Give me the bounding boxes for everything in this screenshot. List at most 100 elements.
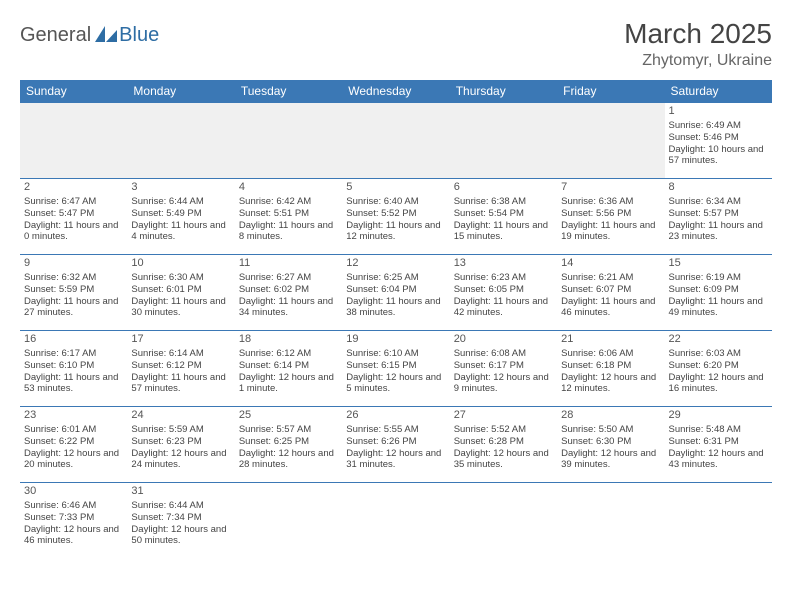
daylight-text: Daylight: 12 hours and 1 minute. (239, 372, 338, 396)
day-number: 12 (346, 257, 445, 271)
sunset-text: Sunset: 6:20 PM (669, 360, 768, 372)
calendar-row: 23Sunrise: 6:01 AMSunset: 6:22 PMDayligh… (20, 407, 772, 483)
sunset-text: Sunset: 6:07 PM (561, 284, 660, 296)
daylight-text: Daylight: 12 hours and 31 minutes. (346, 448, 445, 472)
daylight-text: Daylight: 12 hours and 20 minutes. (24, 448, 123, 472)
day-number: 4 (239, 181, 338, 195)
sunrise-text: Sunrise: 6:12 AM (239, 348, 338, 360)
daylight-text: Daylight: 11 hours and 57 minutes. (131, 372, 230, 396)
calendar-page: General Blue March 2025 Zhytomyr, Ukrain… (0, 0, 792, 612)
daylight-text: Daylight: 12 hours and 28 minutes. (239, 448, 338, 472)
weekday-header: Monday (127, 80, 234, 103)
sunrise-text: Sunrise: 6:21 AM (561, 272, 660, 284)
day-number: 31 (131, 485, 230, 499)
day-number: 25 (239, 409, 338, 423)
sunrise-text: Sunrise: 6:36 AM (561, 196, 660, 208)
empty-cell (127, 103, 234, 179)
calendar-row: 9Sunrise: 6:32 AMSunset: 5:59 PMDaylight… (20, 255, 772, 331)
day-cell: 4Sunrise: 6:42 AMSunset: 5:51 PMDaylight… (235, 179, 342, 255)
sunset-text: Sunset: 6:22 PM (24, 436, 123, 448)
sunrise-text: Sunrise: 5:52 AM (454, 424, 553, 436)
day-cell: 23Sunrise: 6:01 AMSunset: 6:22 PMDayligh… (20, 407, 127, 483)
sunset-text: Sunset: 5:54 PM (454, 208, 553, 220)
day-cell: 25Sunrise: 5:57 AMSunset: 6:25 PMDayligh… (235, 407, 342, 483)
calendar-row: 2Sunrise: 6:47 AMSunset: 5:47 PMDaylight… (20, 179, 772, 255)
sunset-text: Sunset: 6:23 PM (131, 436, 230, 448)
logo: General Blue (20, 24, 159, 47)
sunset-text: Sunset: 5:59 PM (24, 284, 123, 296)
sunset-text: Sunset: 6:10 PM (24, 360, 123, 372)
sunset-text: Sunset: 6:25 PM (239, 436, 338, 448)
day-cell: 2Sunrise: 6:47 AMSunset: 5:47 PMDaylight… (20, 179, 127, 255)
daylight-text: Daylight: 11 hours and 15 minutes. (454, 220, 553, 244)
day-cell: 1Sunrise: 6:49 AMSunset: 5:46 PMDaylight… (665, 103, 772, 179)
daylight-text: Daylight: 12 hours and 50 minutes. (131, 524, 230, 548)
day-cell: 6Sunrise: 6:38 AMSunset: 5:54 PMDaylight… (450, 179, 557, 255)
sunset-text: Sunset: 6:09 PM (669, 284, 768, 296)
sunset-text: Sunset: 6:05 PM (454, 284, 553, 296)
day-cell: 7Sunrise: 6:36 AMSunset: 5:56 PMDaylight… (557, 179, 664, 255)
sunrise-text: Sunrise: 6:06 AM (561, 348, 660, 360)
sunrise-text: Sunrise: 6:49 AM (669, 120, 768, 132)
sunset-text: Sunset: 5:51 PM (239, 208, 338, 220)
day-number: 27 (454, 409, 553, 423)
weekday-header: Sunday (20, 80, 127, 103)
day-number: 29 (669, 409, 768, 423)
daylight-text: Daylight: 11 hours and 46 minutes. (561, 296, 660, 320)
sunset-text: Sunset: 7:34 PM (131, 512, 230, 524)
sunset-text: Sunset: 6:30 PM (561, 436, 660, 448)
day-cell: 13Sunrise: 6:23 AMSunset: 6:05 PMDayligh… (450, 255, 557, 331)
sunset-text: Sunset: 6:02 PM (239, 284, 338, 296)
day-number: 23 (24, 409, 123, 423)
daylight-text: Daylight: 12 hours and 5 minutes. (346, 372, 445, 396)
day-number: 10 (131, 257, 230, 271)
daylight-text: Daylight: 11 hours and 30 minutes. (131, 296, 230, 320)
logo-sail-icon (95, 26, 117, 42)
day-cell: 30Sunrise: 6:46 AMSunset: 7:33 PMDayligh… (20, 483, 127, 559)
daylight-text: Daylight: 11 hours and 38 minutes. (346, 296, 445, 320)
sunrise-text: Sunrise: 6:38 AM (454, 196, 553, 208)
daylight-text: Daylight: 11 hours and 53 minutes. (24, 372, 123, 396)
sunrise-text: Sunrise: 6:10 AM (346, 348, 445, 360)
day-number: 3 (131, 181, 230, 195)
sunset-text: Sunset: 6:15 PM (346, 360, 445, 372)
day-number: 18 (239, 333, 338, 347)
sunrise-text: Sunrise: 5:48 AM (669, 424, 768, 436)
sunrise-text: Sunrise: 6:44 AM (131, 500, 230, 512)
sunset-text: Sunset: 5:47 PM (24, 208, 123, 220)
empty-cell (665, 483, 772, 559)
sunrise-text: Sunrise: 6:34 AM (669, 196, 768, 208)
daylight-text: Daylight: 10 hours and 57 minutes. (669, 144, 768, 168)
day-number: 19 (346, 333, 445, 347)
day-number: 22 (669, 333, 768, 347)
day-cell: 18Sunrise: 6:12 AMSunset: 6:14 PMDayligh… (235, 331, 342, 407)
day-cell: 19Sunrise: 6:10 AMSunset: 6:15 PMDayligh… (342, 331, 449, 407)
calendar-body: 1Sunrise: 6:49 AMSunset: 5:46 PMDaylight… (20, 103, 772, 559)
sunrise-text: Sunrise: 6:17 AM (24, 348, 123, 360)
day-cell: 16Sunrise: 6:17 AMSunset: 6:10 PMDayligh… (20, 331, 127, 407)
day-cell: 17Sunrise: 6:14 AMSunset: 6:12 PMDayligh… (127, 331, 234, 407)
weekday-header: Wednesday (342, 80, 449, 103)
day-number: 30 (24, 485, 123, 499)
empty-cell (557, 103, 664, 179)
page-header: General Blue March 2025 Zhytomyr, Ukrain… (20, 18, 772, 70)
day-number: 13 (454, 257, 553, 271)
day-number: 5 (346, 181, 445, 195)
day-cell: 24Sunrise: 5:59 AMSunset: 6:23 PMDayligh… (127, 407, 234, 483)
day-cell: 21Sunrise: 6:06 AMSunset: 6:18 PMDayligh… (557, 331, 664, 407)
sunset-text: Sunset: 6:01 PM (131, 284, 230, 296)
sunrise-text: Sunrise: 6:46 AM (24, 500, 123, 512)
sunrise-text: Sunrise: 5:55 AM (346, 424, 445, 436)
day-number: 7 (561, 181, 660, 195)
calendar-table: Sunday Monday Tuesday Wednesday Thursday… (20, 80, 772, 559)
sunrise-text: Sunrise: 6:08 AM (454, 348, 553, 360)
daylight-text: Daylight: 11 hours and 8 minutes. (239, 220, 338, 244)
sunset-text: Sunset: 5:52 PM (346, 208, 445, 220)
sunrise-text: Sunrise: 6:25 AM (346, 272, 445, 284)
daylight-text: Daylight: 11 hours and 34 minutes. (239, 296, 338, 320)
day-cell: 12Sunrise: 6:25 AMSunset: 6:04 PMDayligh… (342, 255, 449, 331)
day-cell: 15Sunrise: 6:19 AMSunset: 6:09 PMDayligh… (665, 255, 772, 331)
sunset-text: Sunset: 6:12 PM (131, 360, 230, 372)
daylight-text: Daylight: 12 hours and 9 minutes. (454, 372, 553, 396)
sunrise-text: Sunrise: 6:44 AM (131, 196, 230, 208)
